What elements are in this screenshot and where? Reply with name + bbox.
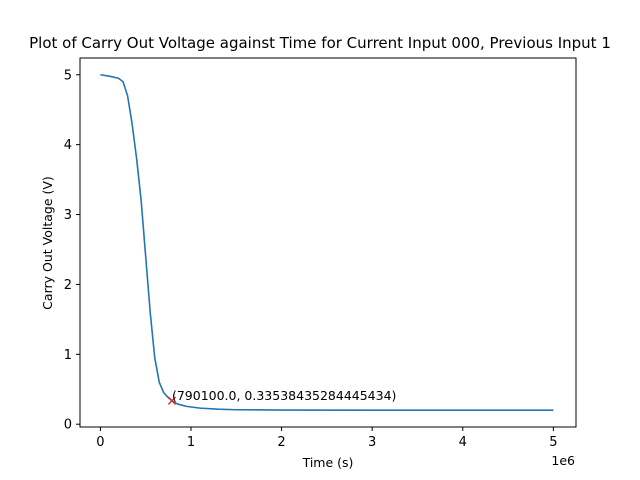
x-tick-label: 1 — [187, 435, 195, 450]
y-tick-label: 2 — [64, 278, 72, 293]
x-tick-label: 0 — [96, 435, 104, 450]
x-tick-label: 3 — [368, 435, 376, 450]
annotations: (790100.0, 0.33538435284445434) — [167, 388, 396, 405]
x-tick-label: 5 — [549, 435, 557, 450]
y-tick-label: 0 — [64, 418, 72, 433]
x-tick-label: 4 — [459, 435, 467, 450]
chart-title: Plot of Carry Out Voltage against Time f… — [29, 34, 611, 52]
marker-x — [167, 396, 177, 405]
marker-stroke — [167, 396, 177, 405]
y-axis-label: Carry Out Voltage (V) — [40, 176, 55, 310]
x-axis-label: Time (s) — [302, 455, 354, 470]
x-axis: 0 1 2 3 4 5 — [96, 427, 557, 450]
y-tick-label: 1 — [64, 348, 72, 363]
x-tick-label: 2 — [277, 435, 285, 450]
x-offset-label: 1e6 — [551, 453, 575, 468]
y-tick-label: 3 — [64, 208, 72, 223]
plot-frame — [79, 57, 577, 428]
y-tick-label: 4 — [64, 138, 72, 153]
series-lines — [100, 73, 554, 412]
series-line — [100, 73, 554, 412]
marker-label: (790100.0, 0.33538435284445434) — [172, 388, 396, 403]
y-tick-label: 5 — [64, 68, 72, 83]
y-axis: 0 1 2 3 4 5 — [64, 68, 80, 433]
